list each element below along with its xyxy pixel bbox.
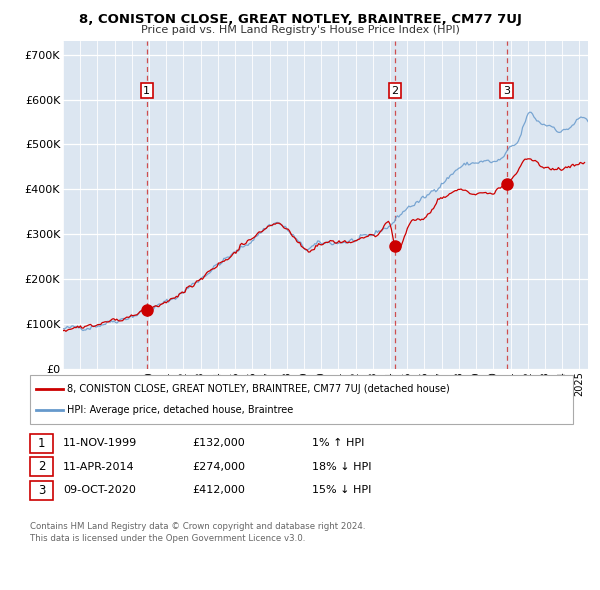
Text: 1% ↑ HPI: 1% ↑ HPI xyxy=(312,438,364,448)
Text: 11-NOV-1999: 11-NOV-1999 xyxy=(63,438,137,448)
Text: 2: 2 xyxy=(391,86,398,96)
Text: 1: 1 xyxy=(38,437,45,450)
Text: 3: 3 xyxy=(503,86,510,96)
Text: 18% ↓ HPI: 18% ↓ HPI xyxy=(312,462,371,471)
Text: 3: 3 xyxy=(38,484,45,497)
Text: £412,000: £412,000 xyxy=(192,486,245,495)
Text: £274,000: £274,000 xyxy=(192,462,245,471)
Text: £132,000: £132,000 xyxy=(192,438,245,448)
Text: 15% ↓ HPI: 15% ↓ HPI xyxy=(312,486,371,495)
Text: 09-OCT-2020: 09-OCT-2020 xyxy=(63,486,136,495)
Text: HPI: Average price, detached house, Braintree: HPI: Average price, detached house, Brai… xyxy=(67,405,293,415)
Text: 8, CONISTON CLOSE, GREAT NOTLEY, BRAINTREE, CM77 7UJ: 8, CONISTON CLOSE, GREAT NOTLEY, BRAINTR… xyxy=(79,13,521,26)
Text: 1: 1 xyxy=(143,86,151,96)
Text: Price paid vs. HM Land Registry's House Price Index (HPI): Price paid vs. HM Land Registry's House … xyxy=(140,25,460,35)
Text: 2: 2 xyxy=(38,460,45,473)
Text: Contains HM Land Registry data © Crown copyright and database right 2024.
This d: Contains HM Land Registry data © Crown c… xyxy=(30,522,365,543)
Text: 8, CONISTON CLOSE, GREAT NOTLEY, BRAINTREE, CM77 7UJ (detached house): 8, CONISTON CLOSE, GREAT NOTLEY, BRAINTR… xyxy=(67,384,450,394)
Text: 11-APR-2014: 11-APR-2014 xyxy=(63,462,134,471)
